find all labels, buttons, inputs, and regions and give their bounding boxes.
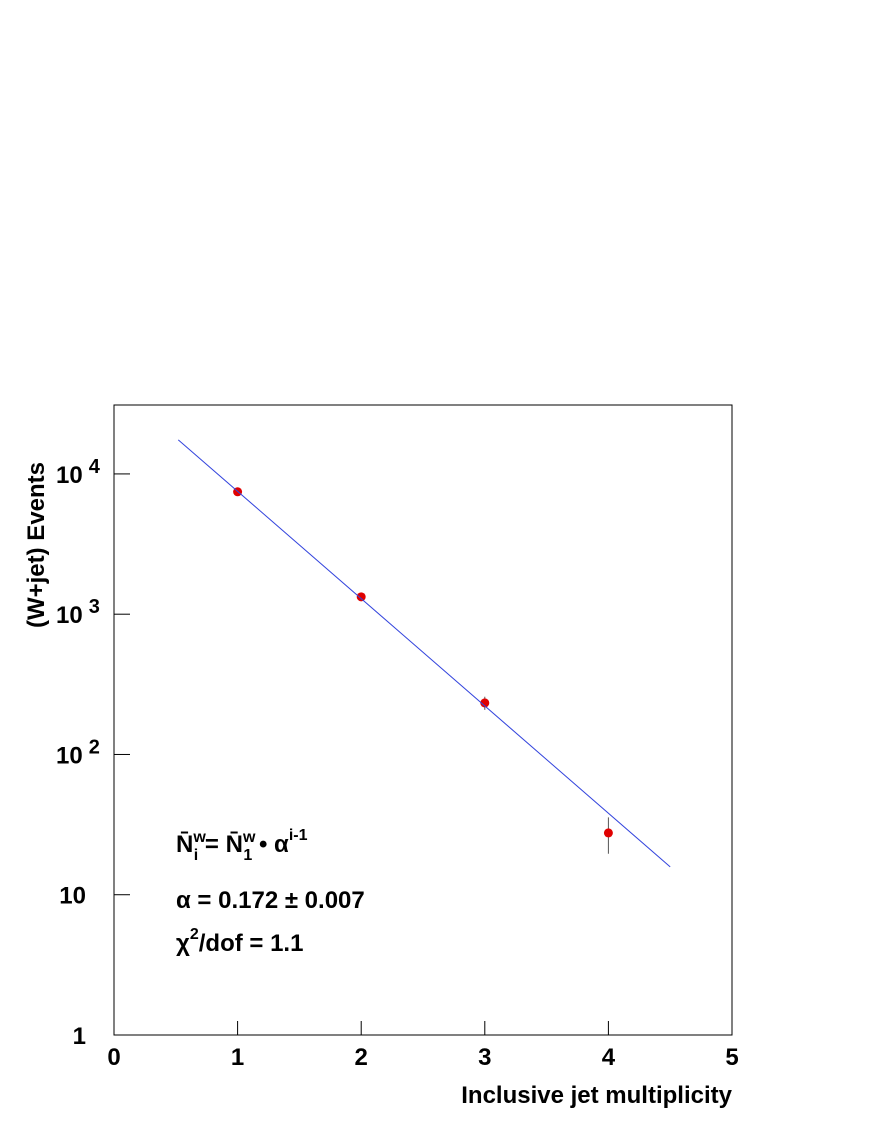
formula-part: N̄ [226, 831, 243, 858]
formula-text: N̄w i = N̄w 1 • αi-1 [176, 827, 308, 864]
data-point [356, 592, 366, 602]
y-tick-base: 10 [56, 602, 83, 629]
data-point [480, 698, 490, 708]
y-tick-exponent: 2 [89, 736, 100, 758]
alpha-text: α = 0.172 ± 0.007 [176, 887, 365, 914]
y-tick-label: 10 4 [56, 456, 101, 489]
y-tick-label: 10 3 [56, 596, 100, 629]
chi-part: χ [176, 930, 190, 957]
y-axis-title: (W+jet) Events [23, 462, 50, 628]
chi-part: 2 [190, 926, 199, 943]
y-tick-label: 10 2 [56, 736, 100, 769]
chi-part: /dof = 1.1 [199, 930, 304, 957]
formula-part: 1 [243, 847, 252, 864]
formula-part: N̄ [176, 831, 193, 858]
y-tick-label: 1 [73, 1023, 86, 1050]
plot-frame [113, 404, 733, 1036]
x-tick-label: 5 [725, 1044, 738, 1071]
y-tick-exponent: 3 [89, 596, 100, 618]
x-tick-label: 0 [107, 1044, 120, 1071]
formula-part: i-1 [289, 827, 308, 844]
fit-line [177, 439, 671, 868]
x-tick-label: 1 [231, 1044, 244, 1071]
x-tick-label: 4 [602, 1044, 616, 1071]
formula-part: = [198, 831, 225, 858]
x-axis-title: Inclusive jet multiplicity [461, 1082, 732, 1109]
y-tick-exponent: 4 [89, 456, 101, 478]
data-point [603, 828, 613, 838]
formula-part: • α [252, 831, 289, 858]
y-tick-label: 10 [59, 883, 86, 910]
y-tick-base: 10 [56, 742, 83, 769]
x-tick-label: 3 [478, 1044, 491, 1071]
formula-part: i [194, 847, 198, 864]
y-tick-base: 10 [56, 462, 83, 489]
chi-text: χ2/dof = 1.1 [176, 926, 303, 957]
x-tick-label: 2 [355, 1044, 368, 1071]
formula: N̄w i = N̄w 1 • αi-1 [176, 827, 308, 864]
formula-part: w [192, 829, 206, 846]
formula-part: w [242, 829, 256, 846]
